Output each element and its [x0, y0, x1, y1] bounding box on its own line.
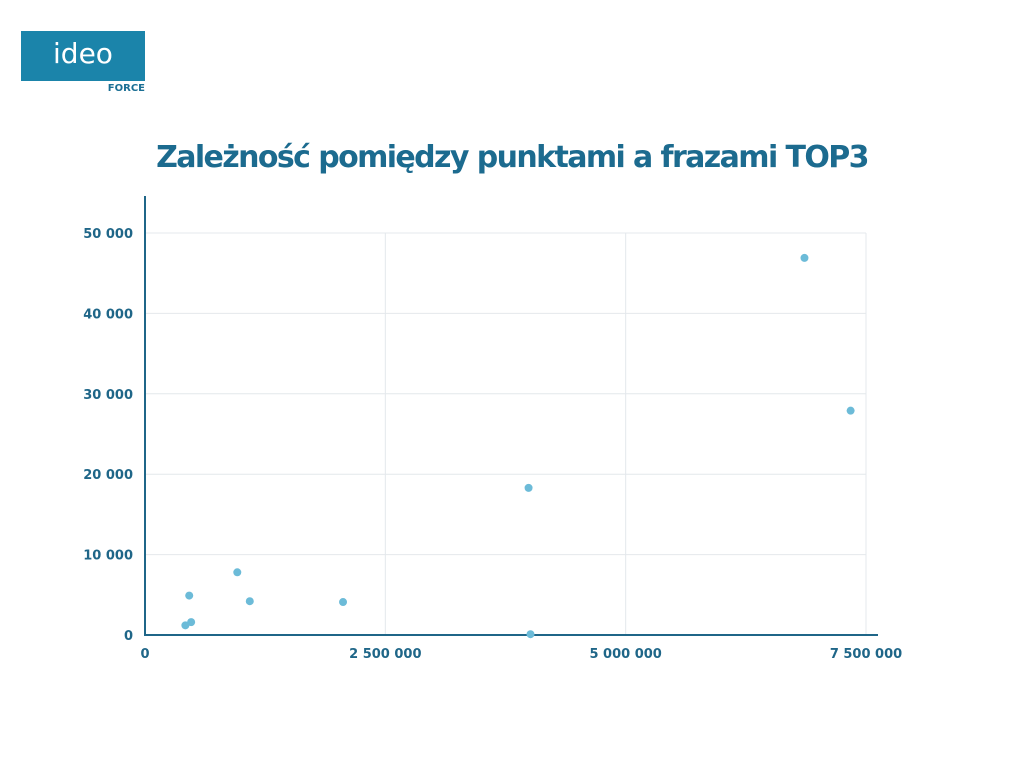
x-tick-label: 0 [140, 647, 149, 662]
data-point [524, 483, 533, 492]
y-tick-label: 40 000 [83, 307, 133, 322]
brand-logo: ideo FORCE [21, 31, 145, 95]
data-points [181, 253, 855, 639]
logo-wordmark: ideo [53, 37, 113, 70]
data-point [245, 597, 254, 606]
y-tick-label: 30 000 [83, 388, 133, 403]
x-tick-label: 2 500 000 [349, 647, 421, 662]
y-tick-label: 50 000 [83, 227, 133, 242]
logo-box: ideo [21, 31, 145, 81]
data-point [339, 598, 348, 607]
data-point [185, 591, 194, 600]
y-tick-label: 10 000 [83, 549, 133, 564]
data-point [526, 630, 535, 639]
data-point [187, 618, 196, 627]
data-point [846, 406, 855, 415]
x-tick-label: 5 000 000 [589, 647, 661, 662]
tick-labels: 0 10 000 20 000 30 000 40 000 50 000 0 2 500 00… [83, 227, 902, 662]
axes [144, 196, 878, 636]
y-tick-label: 0 [124, 629, 133, 644]
x-tick-label: 7 500 000 [830, 647, 902, 662]
grid-lines [145, 232, 867, 635]
y-tick-label: 20 000 [83, 468, 133, 483]
logo-subtitle: FORCE [107, 83, 145, 94]
chart-title: Zależność pomiędzy punktami a frazami TO… [156, 140, 869, 175]
data-point [800, 253, 809, 262]
data-point [233, 568, 242, 577]
